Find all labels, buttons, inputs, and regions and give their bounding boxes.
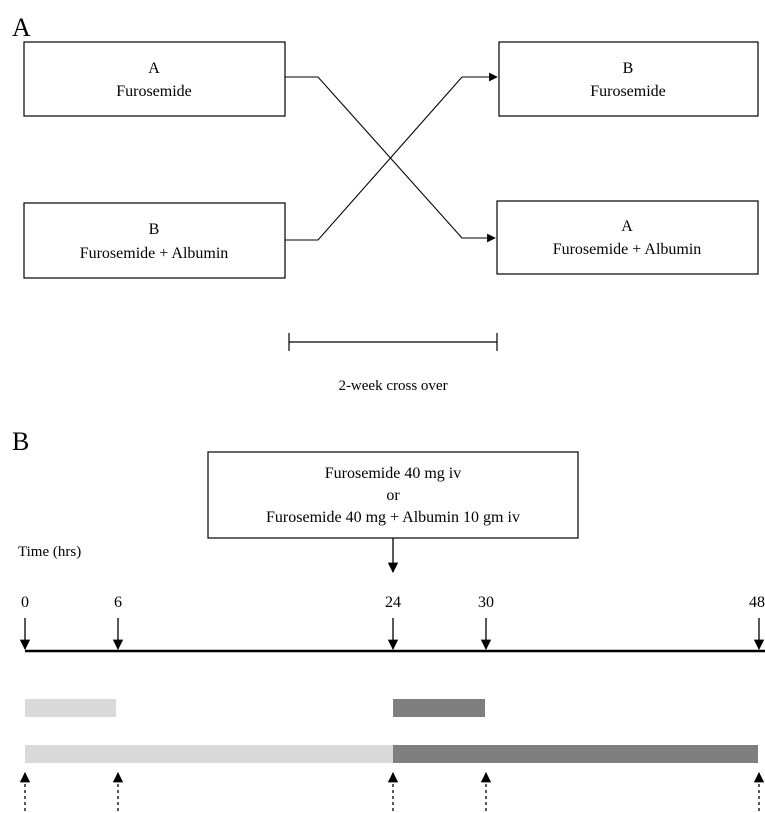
box-left-bottom-line1: B: [149, 221, 160, 238]
box-right-top: B Furosemide: [498, 41, 759, 117]
time-tick-30: 30: [478, 594, 494, 611]
box-left-bottom: B Furosemide + Albumin: [23, 202, 286, 279]
connector-a-to-a: [285, 76, 496, 243]
box-left-top-line1: A: [148, 60, 160, 77]
box-right-bottom-line1: A: [621, 218, 633, 235]
crossover-bracket: [288, 333, 498, 351]
time-label: Time (hrs): [18, 544, 81, 560]
dose-box-line2: or: [386, 487, 400, 504]
box-left-top-line2: Furosemide: [116, 83, 192, 100]
dose-box-line1: Furosemide 40 mg iv: [325, 465, 461, 482]
panel-b-label: B: [12, 427, 29, 456]
long-bar-light: [25, 745, 393, 763]
connector-b-to-b: [285, 72, 498, 241]
time-tick-6: 6: [114, 594, 122, 611]
box-right-top-line2: Furosemide: [590, 83, 666, 100]
time-tick-24: 24: [385, 594, 401, 611]
short-bar-dark: [393, 699, 485, 717]
box-right-top-line1: B: [623, 60, 634, 77]
box-right-bottom-line2: Furosemide + Albumin: [553, 241, 702, 258]
box-left-bottom-line2: Furosemide + Albumin: [80, 245, 229, 262]
dose-box-line3: Furosemide 40 mg + Albumin 10 gm iv: [266, 509, 520, 526]
box-left-top: A Furosemide: [23, 41, 286, 117]
time-tick-48: 48: [749, 594, 765, 611]
dose-box: Furosemide 40 mg iv or Furosemide 40 mg …: [207, 451, 579, 539]
time-tick-0: 0: [21, 594, 29, 611]
short-bar-light: [25, 699, 116, 717]
box-right-bottom: A Furosemide + Albumin: [496, 200, 759, 275]
long-bar-dark: [393, 745, 758, 763]
crossover-label: 2-week cross over: [338, 378, 447, 394]
panel-a-label: A: [12, 13, 31, 42]
